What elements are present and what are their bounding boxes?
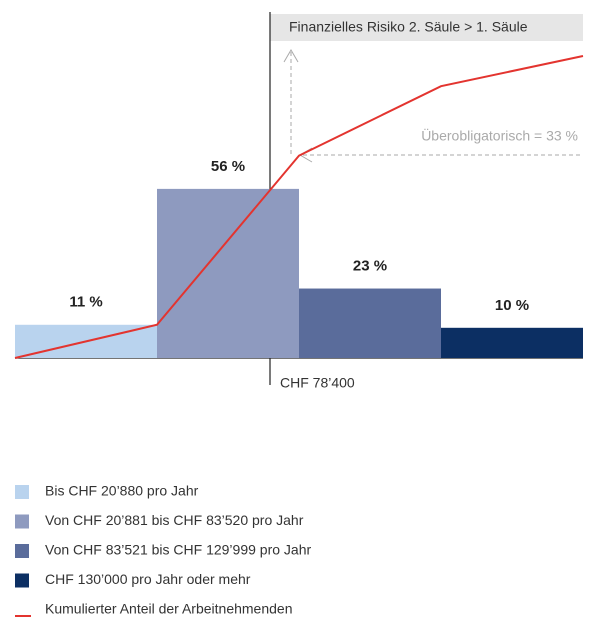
annotation-threshold: CHF 78’400 — [280, 375, 355, 391]
arrow-head — [283, 49, 299, 63]
legend-swatch — [15, 573, 29, 588]
legend-swatch — [15, 514, 29, 529]
bar — [299, 288, 441, 358]
legend-label: Von CHF 83’521 bis CHF 129’999 pro Jahr — [45, 542, 311, 558]
annotation-top: Finanzielles Risiko 2. Säule > 1. Säule — [289, 19, 528, 35]
value-label: 23 % — [353, 258, 387, 275]
cumulative-line — [14, 55, 584, 359]
annotation-box — [270, 14, 583, 41]
annotation-share: Überobligatorisch = 33 % — [421, 127, 578, 144]
bar — [441, 327, 583, 358]
value-label: 10 % — [495, 297, 529, 314]
value-label: 11 % — [69, 294, 102, 311]
legend-swatch — [15, 485, 29, 499]
legend-swatch — [15, 544, 29, 558]
value-label: 56 % — [211, 158, 245, 175]
bar — [157, 188, 299, 358]
legend-label: Bis CHF 20’880 pro Jahr — [45, 483, 199, 499]
legend-label: Von CHF 20’881 bis CHF 83’520 pro Jahr — [45, 512, 304, 528]
legend-label: Kumulierter Anteil der Arbeitnehmenden — [45, 601, 292, 617]
legend-label: CHF 130’000 pro Jahr oder mehr — [45, 571, 251, 587]
